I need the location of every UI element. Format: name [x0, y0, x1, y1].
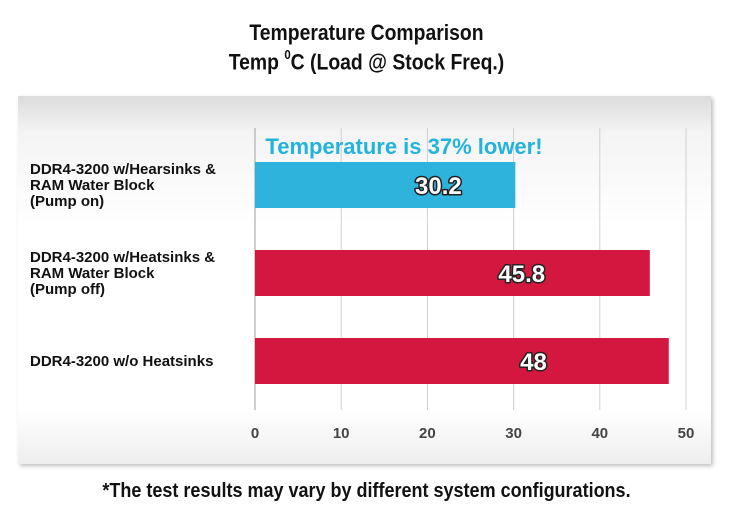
bar-value-label-2: 48 [520, 349, 547, 376]
category-label-0-line-2: (Pump on) [30, 193, 104, 210]
category-label-0-line-1: RAM Water Block [30, 177, 155, 194]
subtitle-part-2: C (Load @ Stock Freq.) [290, 49, 505, 75]
category-label-2: DDR4-3200 w/o Heatsinks [30, 353, 213, 370]
bar-2 [255, 338, 669, 384]
x-tick-label-0: 0 [251, 425, 259, 442]
x-tick-label-30: 30 [505, 425, 522, 442]
x-tick-label-40: 40 [591, 425, 608, 442]
bar-0 [255, 162, 516, 208]
category-label-1-line-0: DDR4-3200 w/Heatsinks & [30, 249, 215, 266]
category-label-1: DDR4-3200 w/Heatsinks & RAM Water Block (P… [30, 249, 215, 298]
chart-title: Temperature Comparison [249, 20, 484, 45]
x-tick-label-20: 20 [419, 425, 436, 442]
subtitle-part-1: Temp [228, 49, 285, 75]
footnote: *The test results may vary by different … [102, 480, 631, 502]
category-label-2-line-0: DDR4-3200 w/o Heatsinks [30, 353, 213, 370]
category-label-0-line-0: DDR4-3200 w/Hearsinks & [30, 161, 216, 178]
chart-subtitle: Temp 0C (Load @ Stock Freq.) [44, 47, 689, 75]
x-tick-label-50: 50 [678, 425, 695, 442]
bar-1 [255, 250, 650, 296]
bar-value-label-1: 45.8 [498, 261, 545, 288]
bar-value-label-0: 30.2 [415, 173, 462, 200]
annotation-text: Temperature is 37% lower! [265, 134, 542, 159]
subtitle-superscript: 0 [284, 47, 291, 62]
x-tick-label-10: 10 [333, 425, 350, 442]
category-label-1-line-2: (Pump off) [30, 281, 105, 298]
category-label-1-line-1: RAM Water Block [30, 265, 155, 282]
category-label-0: DDR4-3200 w/Hearsinks & RAM Water Block (P… [30, 161, 216, 210]
